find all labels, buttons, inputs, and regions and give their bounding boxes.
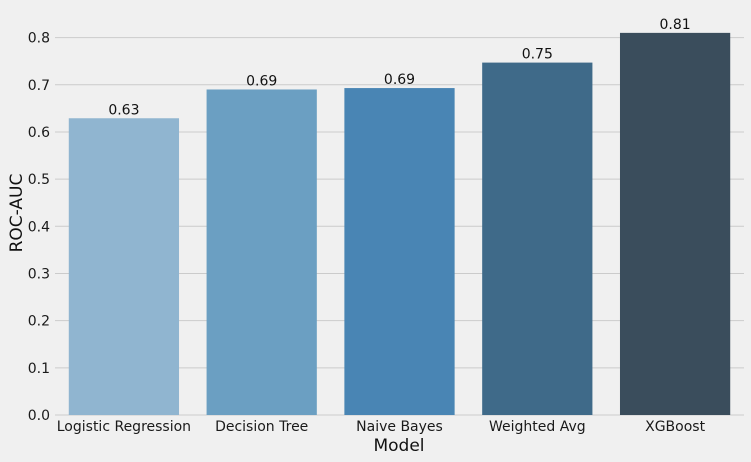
y-tick-label-4: 0.4 [28, 219, 50, 235]
x-tick-label-1: Decision Tree [215, 419, 308, 435]
x-tick-label-4: XGBoost [645, 419, 705, 435]
x-tick-label-3: Weighted Avg [489, 419, 586, 435]
y-tick-label-1: 0.1 [28, 361, 50, 377]
x-tick-label-2: Naive Bayes [356, 419, 443, 435]
y-tick-label-5: 0.5 [28, 172, 50, 188]
bar-value-label-1: 0.69 [246, 73, 277, 89]
y-tick-label-3: 0.3 [28, 266, 50, 282]
y-tick-label-0: 0.0 [28, 408, 50, 424]
bar-3 [482, 62, 593, 415]
bar-value-label-2: 0.69 [384, 72, 415, 88]
y-axis-label: ROC-AUC [7, 174, 27, 253]
y-tick-label-2: 0.2 [28, 314, 50, 330]
bar-value-label-0: 0.63 [108, 102, 139, 118]
y-tick-label-7: 0.7 [28, 78, 50, 94]
bar-0 [68, 118, 180, 415]
bar-value-labels: 0.63 0.69 0.69 0.75 0.81 [108, 17, 690, 118]
bar-value-label-3: 0.75 [522, 47, 553, 63]
y-tick-label-6: 0.6 [28, 125, 50, 141]
bar-1 [206, 89, 317, 415]
bar-2 [344, 88, 455, 415]
x-tick-label-0: Logistic Regression [57, 419, 191, 435]
x-axis-label: Model [373, 436, 424, 456]
y-tick-label-8: 0.8 [28, 31, 50, 47]
y-axis-ticks: 0.0 0.1 0.2 0.3 0.4 0.5 0.6 0.7 0.8 [28, 31, 50, 424]
bar-value-label-4: 0.81 [660, 17, 691, 33]
x-axis-ticks: Logistic Regression Decision Tree Naive Ba… [57, 419, 706, 435]
bars [68, 32, 731, 416]
bar-4 [619, 32, 731, 416]
